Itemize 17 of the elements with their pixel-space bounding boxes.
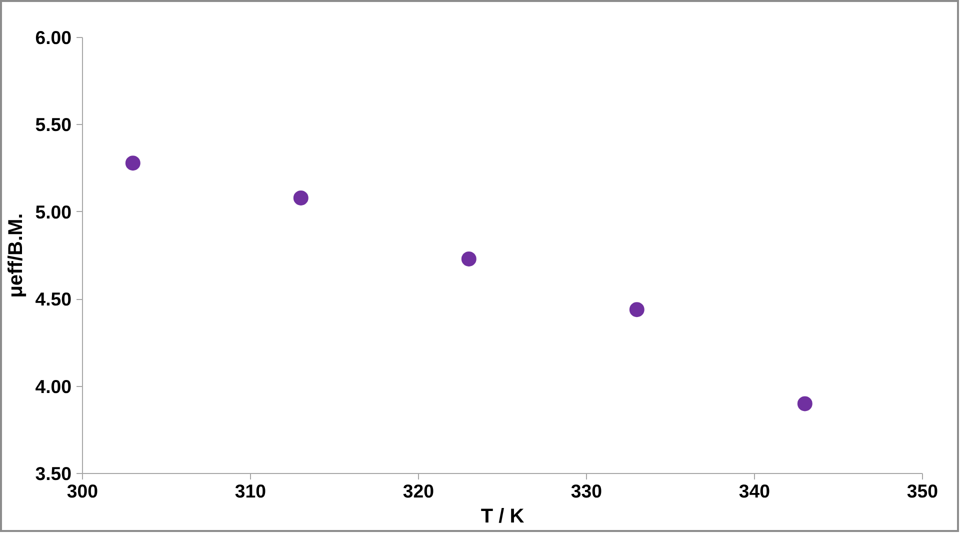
y-tick-label: 4.00 [35, 376, 72, 397]
y-tick-label: 4.50 [35, 288, 72, 310]
y-tick-label: 5.00 [35, 201, 72, 222]
y-axis-title: μeff/B.M. [5, 213, 28, 298]
point [293, 190, 308, 206]
point [629, 302, 644, 318]
x-tick-label: 330 [570, 480, 602, 502]
x-tick-label: 340 [738, 480, 770, 502]
y-tick-label: 6.00 [35, 27, 72, 48]
point [125, 156, 140, 171]
point [797, 396, 812, 412]
y-tick-label: 5.50 [35, 114, 72, 136]
x-tick-label: 320 [402, 480, 434, 502]
point [461, 252, 476, 266]
x-tick-label: 350 [906, 480, 938, 502]
x-axis-title: T / K [480, 506, 525, 528]
x-tick-label: 310 [234, 480, 266, 502]
